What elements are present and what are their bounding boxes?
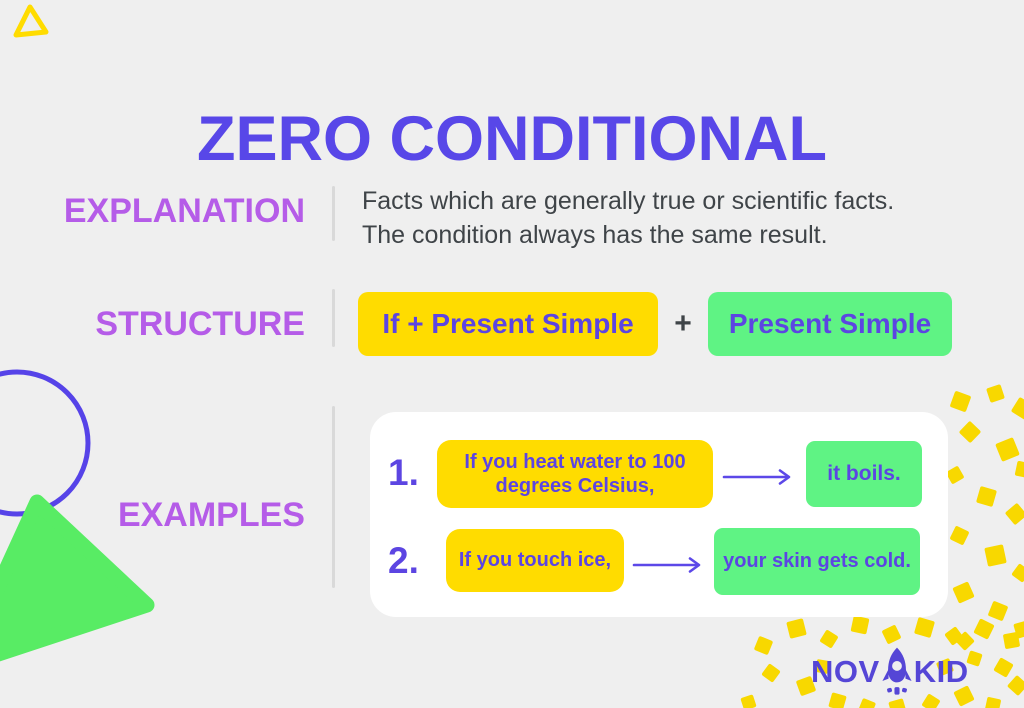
confetti-square (945, 465, 965, 485)
confetti-square (740, 694, 757, 708)
explanation-text-line1: Facts which are generally true or scient… (362, 187, 895, 215)
confetti-square (761, 663, 781, 683)
confetti-square (993, 657, 1014, 678)
page-title: ZERO CONDITIONAL (197, 104, 827, 175)
confetti-square (995, 437, 1020, 462)
circle-outline-shape (0, 369, 91, 517)
confetti-square (1011, 563, 1024, 583)
example-condition-box: If you heat water to 100 degrees Celsius… (437, 440, 713, 508)
arrow-right-icon (632, 557, 701, 573)
confetti-square (1002, 631, 1021, 650)
example-number: 2. (388, 540, 419, 581)
confetti-square (975, 485, 998, 508)
explanation-text: Facts which are generally true or scient… (362, 184, 982, 252)
arrow-right-icon (722, 469, 791, 485)
structure-label: STRUCTURE (95, 305, 305, 343)
example-result-box: it boils. (806, 441, 922, 507)
divider (332, 186, 335, 241)
confetti-square (952, 581, 975, 604)
divider (332, 289, 335, 347)
explanation-text-line2: The condition always has the same result… (362, 221, 828, 249)
example-condition-box: If you touch ice, (446, 529, 624, 592)
confetti-square (913, 616, 936, 639)
confetti-square (753, 635, 774, 656)
confetti-square (958, 420, 982, 444)
triangle-outline-icon (13, 4, 49, 38)
confetti-square (786, 618, 807, 639)
explanation-label: EXPLANATION (63, 192, 305, 230)
confetti-square (949, 525, 970, 546)
rocket-icon (882, 647, 912, 695)
confetti-square (1010, 396, 1024, 421)
novakid-logo: NOV KID (811, 645, 969, 701)
logo-text-nov: NOV (811, 654, 880, 689)
example-result-box: your skin gets cold. (714, 528, 920, 595)
confetti-square (986, 384, 1005, 403)
confetti-square (984, 544, 1007, 567)
structure-result-clause-box: Present Simple (708, 292, 952, 356)
confetti-square (984, 696, 1002, 708)
confetti-square (881, 624, 902, 645)
structure-formula: If + Present Simple + Present Simple (358, 292, 952, 356)
logo-text-kid: KID (913, 654, 969, 689)
confetti-square (966, 650, 983, 667)
confetti-square (973, 618, 995, 640)
divider (332, 406, 335, 588)
example-number: 1. (388, 452, 419, 493)
examples-label: EXAMPLES (117, 496, 305, 534)
structure-if-clause-box: If + Present Simple (358, 292, 658, 356)
confetti-square (1004, 502, 1024, 526)
confetti-square (949, 390, 972, 413)
plus-sign: + (674, 307, 692, 340)
confetti-square (1014, 460, 1024, 479)
triangle-shape (0, 494, 155, 662)
confetti-square (987, 600, 1009, 622)
examples-card: 1. If you heat water to 100 degrees Cels… (370, 412, 948, 617)
confetti-square (1006, 674, 1024, 697)
confetti-square (850, 615, 870, 635)
